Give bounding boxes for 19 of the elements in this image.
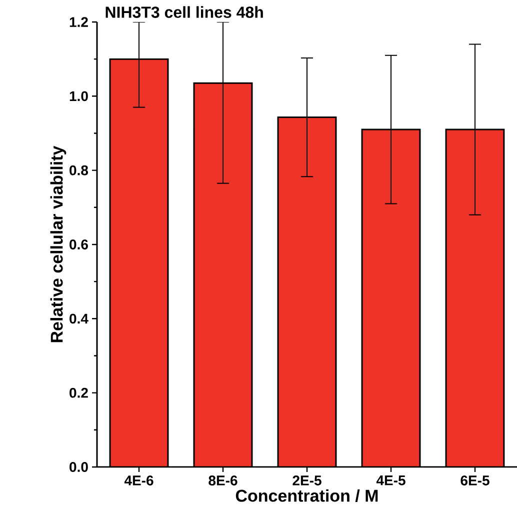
y-tick-label: 1.0: [70, 91, 88, 102]
bar: [278, 117, 336, 467]
y-tick-label: 0.4: [70, 314, 88, 324]
bar: [110, 59, 168, 467]
x-tick-label: 4E-5: [376, 476, 406, 486]
bar: [194, 83, 252, 467]
x-tick-label: 2E-5: [292, 476, 322, 486]
bar: [362, 130, 420, 467]
y-tick-label: 0.2: [70, 388, 88, 398]
x-axis-title: Concentration / M: [236, 489, 378, 502]
y-tick-label: 0.8: [70, 165, 88, 176]
x-tick-label: 8E-6: [208, 476, 238, 486]
y-tick-label: 0.0: [70, 462, 88, 472]
x-tick-label: 4E-6: [124, 476, 154, 486]
y-tick-label: 1.2: [70, 17, 88, 27]
chart-title: NIH3T3 cell lines 48h: [106, 6, 263, 18]
y-axis-title: Relative cellular viability: [50, 146, 66, 342]
x-tick-label: 6E-5: [460, 476, 490, 486]
y-tick-label: 0.6: [70, 240, 88, 250]
